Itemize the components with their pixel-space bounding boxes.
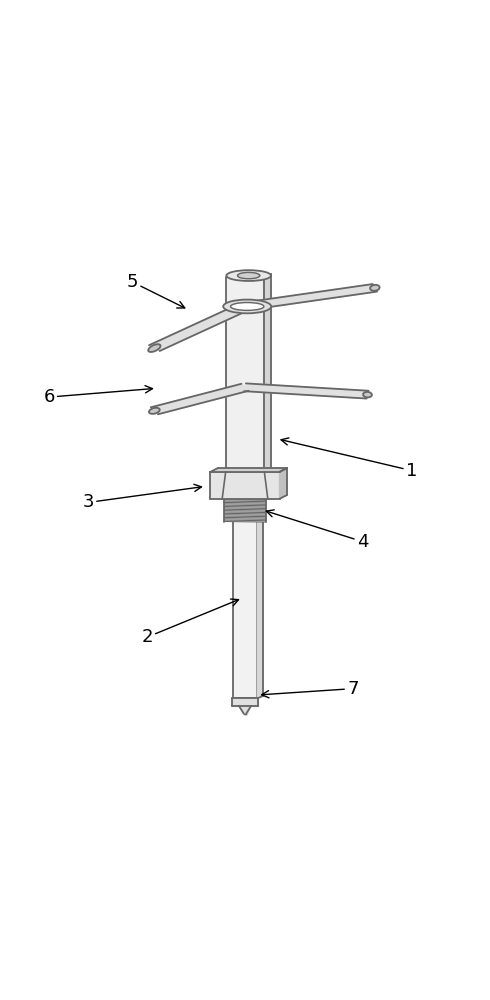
Text: 2: 2 <box>141 599 239 646</box>
Ellipse shape <box>148 344 161 352</box>
Polygon shape <box>231 698 259 706</box>
Polygon shape <box>151 384 248 414</box>
Polygon shape <box>279 468 287 499</box>
Bar <box>211 472 279 499</box>
Ellipse shape <box>223 300 271 313</box>
Text: 7: 7 <box>262 680 359 698</box>
Polygon shape <box>239 706 251 716</box>
Polygon shape <box>243 284 377 310</box>
Ellipse shape <box>226 270 271 281</box>
Text: 4: 4 <box>266 510 368 551</box>
Ellipse shape <box>230 303 264 310</box>
Bar <box>233 500 257 698</box>
Polygon shape <box>244 383 368 399</box>
Ellipse shape <box>370 285 380 291</box>
Text: 5: 5 <box>126 273 185 308</box>
Text: 3: 3 <box>82 484 201 511</box>
Bar <box>224 498 266 522</box>
Ellipse shape <box>363 392 372 397</box>
Ellipse shape <box>149 408 160 414</box>
Text: 1: 1 <box>281 438 417 480</box>
Ellipse shape <box>238 272 260 279</box>
Polygon shape <box>257 497 263 698</box>
Polygon shape <box>211 468 287 472</box>
Bar <box>226 277 264 478</box>
Text: 6: 6 <box>43 386 152 406</box>
Polygon shape <box>149 304 250 351</box>
Polygon shape <box>264 274 271 478</box>
